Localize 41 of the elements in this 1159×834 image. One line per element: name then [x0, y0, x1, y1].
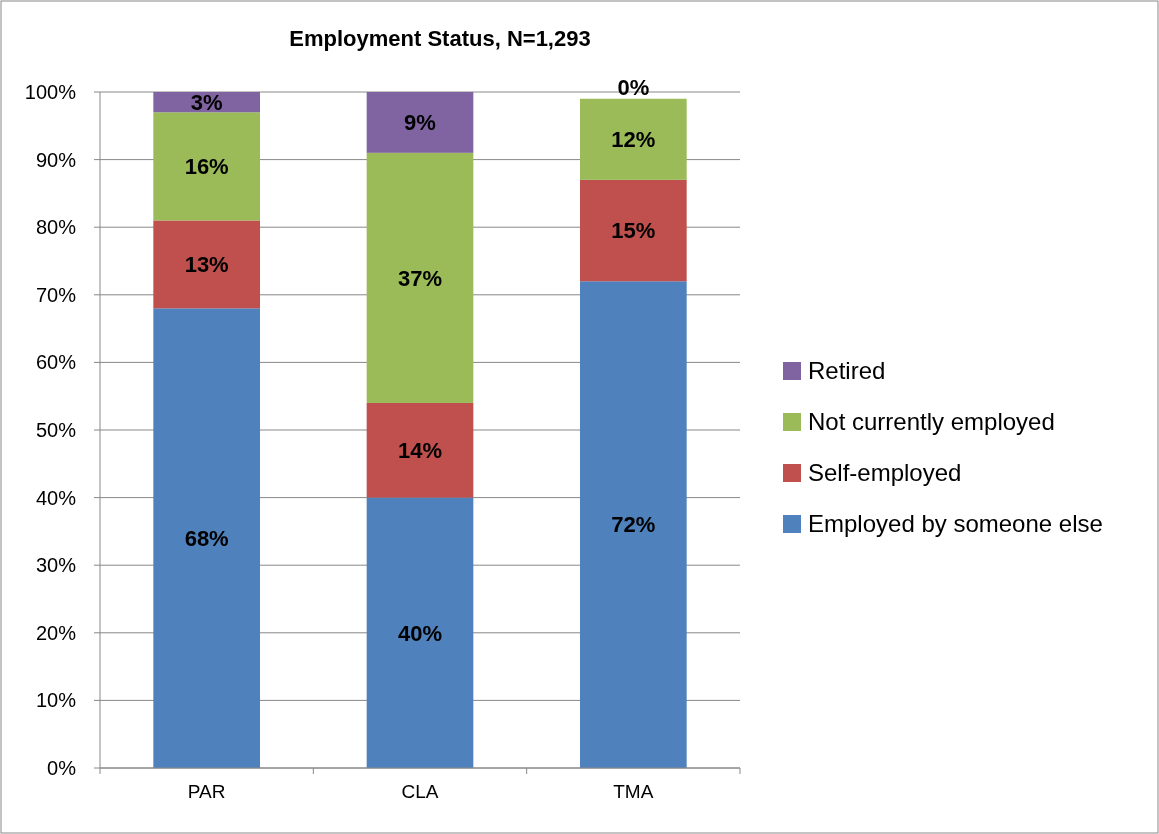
bar — [366, 92, 474, 153]
data-label: 14% — [397, 437, 443, 463]
y-tick-label: 60% — [35, 351, 77, 374]
y-tick-label: 80% — [35, 216, 77, 239]
data-label: 3% — [190, 89, 223, 115]
y-tick-label: 20% — [35, 621, 77, 644]
legend-label: Employed by someone else — [808, 510, 1103, 538]
bar — [580, 179, 687, 282]
x-tick-label: PAR — [187, 781, 226, 802]
y-tick-label: 50% — [35, 419, 77, 441]
data-label: 16% — [184, 154, 229, 180]
y-tick-label: 10% — [35, 689, 77, 712]
bar — [153, 308, 260, 768]
y-tick-label: 90% — [35, 148, 77, 171]
legend-label: Not currently employed — [808, 408, 1055, 436]
y-tick-label: 100% — [24, 81, 77, 103]
x-tick-label: CLA — [401, 781, 439, 802]
data-label: 68% — [184, 525, 229, 551]
chart-title: Employment Status, N=1,293 — [289, 26, 591, 51]
y-tick-label: 30% — [35, 554, 77, 577]
data-label: 13% — [184, 252, 229, 278]
bar — [153, 220, 260, 309]
legend-label: Retired — [808, 357, 886, 385]
data-label: 72% — [611, 512, 656, 538]
bar — [580, 98, 687, 180]
x-tick-label: TMA — [613, 781, 654, 802]
y-tick-label: 40% — [35, 486, 77, 509]
bar — [153, 112, 260, 221]
bar — [580, 281, 687, 768]
legend-label: Self-employed — [808, 459, 962, 487]
y-tick-label: 70% — [35, 283, 77, 306]
y-tick-label: 0% — [47, 757, 77, 779]
bar — [366, 152, 474, 403]
data-label: 9% — [404, 110, 436, 136]
data-label: 15% — [611, 218, 656, 244]
data-label: 40% — [397, 620, 443, 646]
bar — [366, 402, 474, 498]
data-label: 12% — [611, 127, 656, 153]
data-label: 37% — [397, 265, 443, 291]
data-label: 0% — [617, 74, 650, 100]
bar — [366, 497, 474, 768]
